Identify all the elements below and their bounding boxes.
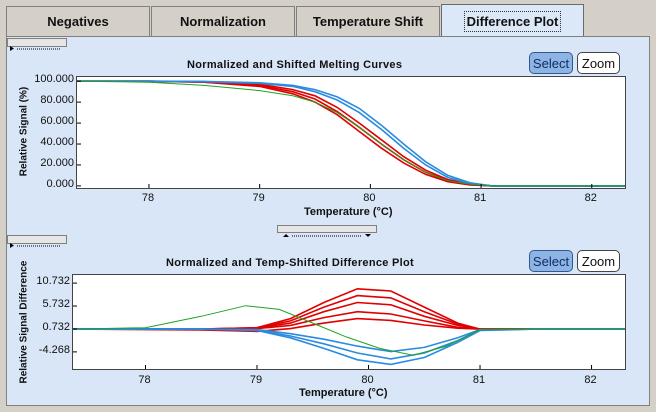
top-x-axis-title: Temperature (°C): [304, 206, 393, 218]
tab-bar: Negatives Normalization Temperature Shif…: [0, 0, 656, 38]
top-select-button[interactable]: Select: [529, 52, 573, 74]
difference-plot-svg: [73, 282, 625, 369]
top-y-tick-label: 20.000: [40, 156, 74, 169]
melting-curves-svg: [77, 80, 625, 188]
collapse-arrow-icon: [10, 243, 60, 248]
collapse-arrow-icon: [10, 46, 60, 51]
bottom-series-line-red-1: [73, 294, 625, 330]
top-x-tick-label: 81: [473, 192, 487, 204]
bottom-x-tick-label: 79: [249, 374, 263, 386]
bottom-zoom-button[interactable]: Zoom: [577, 250, 620, 272]
bottom-y-tick-label: 5.732: [42, 298, 70, 311]
top-y-tick-label: 40.000: [40, 136, 74, 149]
top-y-tick-label: 80.000: [40, 94, 74, 107]
bottom-y-tick-label: 10.732: [36, 275, 70, 288]
top-series-line-red-0: [77, 80, 625, 187]
melting-curves-title: Normalized and Shifted Melting Curves: [187, 59, 403, 71]
bottom-series-line-green-8: [73, 305, 625, 356]
bottom-panel-collapse-handle[interactable]: [7, 235, 67, 248]
top-x-tick-label: 79: [252, 192, 265, 204]
tab-temperature-shift[interactable]: Temperature Shift: [296, 6, 440, 36]
top-series-line-green-5: [77, 80, 625, 187]
bottom-x-tick-label: 78: [138, 374, 151, 386]
bottom-y-tick-label: -4.268: [38, 343, 70, 356]
bottom-series-line-red-0: [73, 287, 625, 330]
bottom-x-axis-title: Temperature (°C): [299, 387, 388, 399]
bottom-x-tick-label: 80: [361, 374, 374, 386]
top-panel-collapse-handle[interactable]: [7, 38, 67, 51]
tab-negatives-label: Negatives: [47, 14, 109, 29]
bottom-y-tick-label: 0.732: [42, 320, 70, 333]
melting-curves-plot[interactable]: [76, 76, 626, 189]
top-series-line-blue-4: [77, 80, 625, 187]
top-y-tick-label: 0.000: [46, 177, 74, 190]
tab-normalization-label: Normalization: [180, 14, 266, 29]
top-y-tick-label: 60.000: [40, 115, 74, 128]
bottom-x-tick-label: 82: [584, 374, 597, 386]
top-y-tick-label: 100.000: [34, 73, 74, 86]
difference-plot-title: Normalized and Temp-Shifted Difference P…: [166, 257, 415, 269]
top-x-tick-label: 78: [141, 192, 155, 204]
bottom-x-tick-label: 81: [472, 374, 486, 386]
splitter-grip-icon: [283, 234, 371, 237]
top-zoom-button[interactable]: Zoom: [577, 52, 620, 74]
difference-plot[interactable]: [72, 274, 626, 370]
top-x-tick-label: 82: [584, 192, 597, 204]
top-series-line-red-1: [77, 80, 625, 187]
tab-normalization[interactable]: Normalization: [151, 6, 295, 36]
panel-splitter[interactable]: [277, 225, 377, 237]
tab-difference-plot[interactable]: Difference Plot: [441, 4, 584, 38]
top-x-tick-label: 80: [363, 192, 376, 204]
bottom-select-button[interactable]: Select: [529, 250, 573, 272]
bottom-series-line-blue-7: [73, 328, 625, 366]
tab-temperature-shift-label: Temperature Shift: [312, 14, 424, 29]
tab-difference-plot-label: Difference Plot: [463, 11, 562, 32]
top-series-line-blue-3: [77, 80, 625, 187]
bottom-series-line-blue-5: [73, 328, 625, 353]
top-series-line-red-2: [77, 80, 625, 187]
tab-negatives[interactable]: Negatives: [6, 6, 150, 36]
